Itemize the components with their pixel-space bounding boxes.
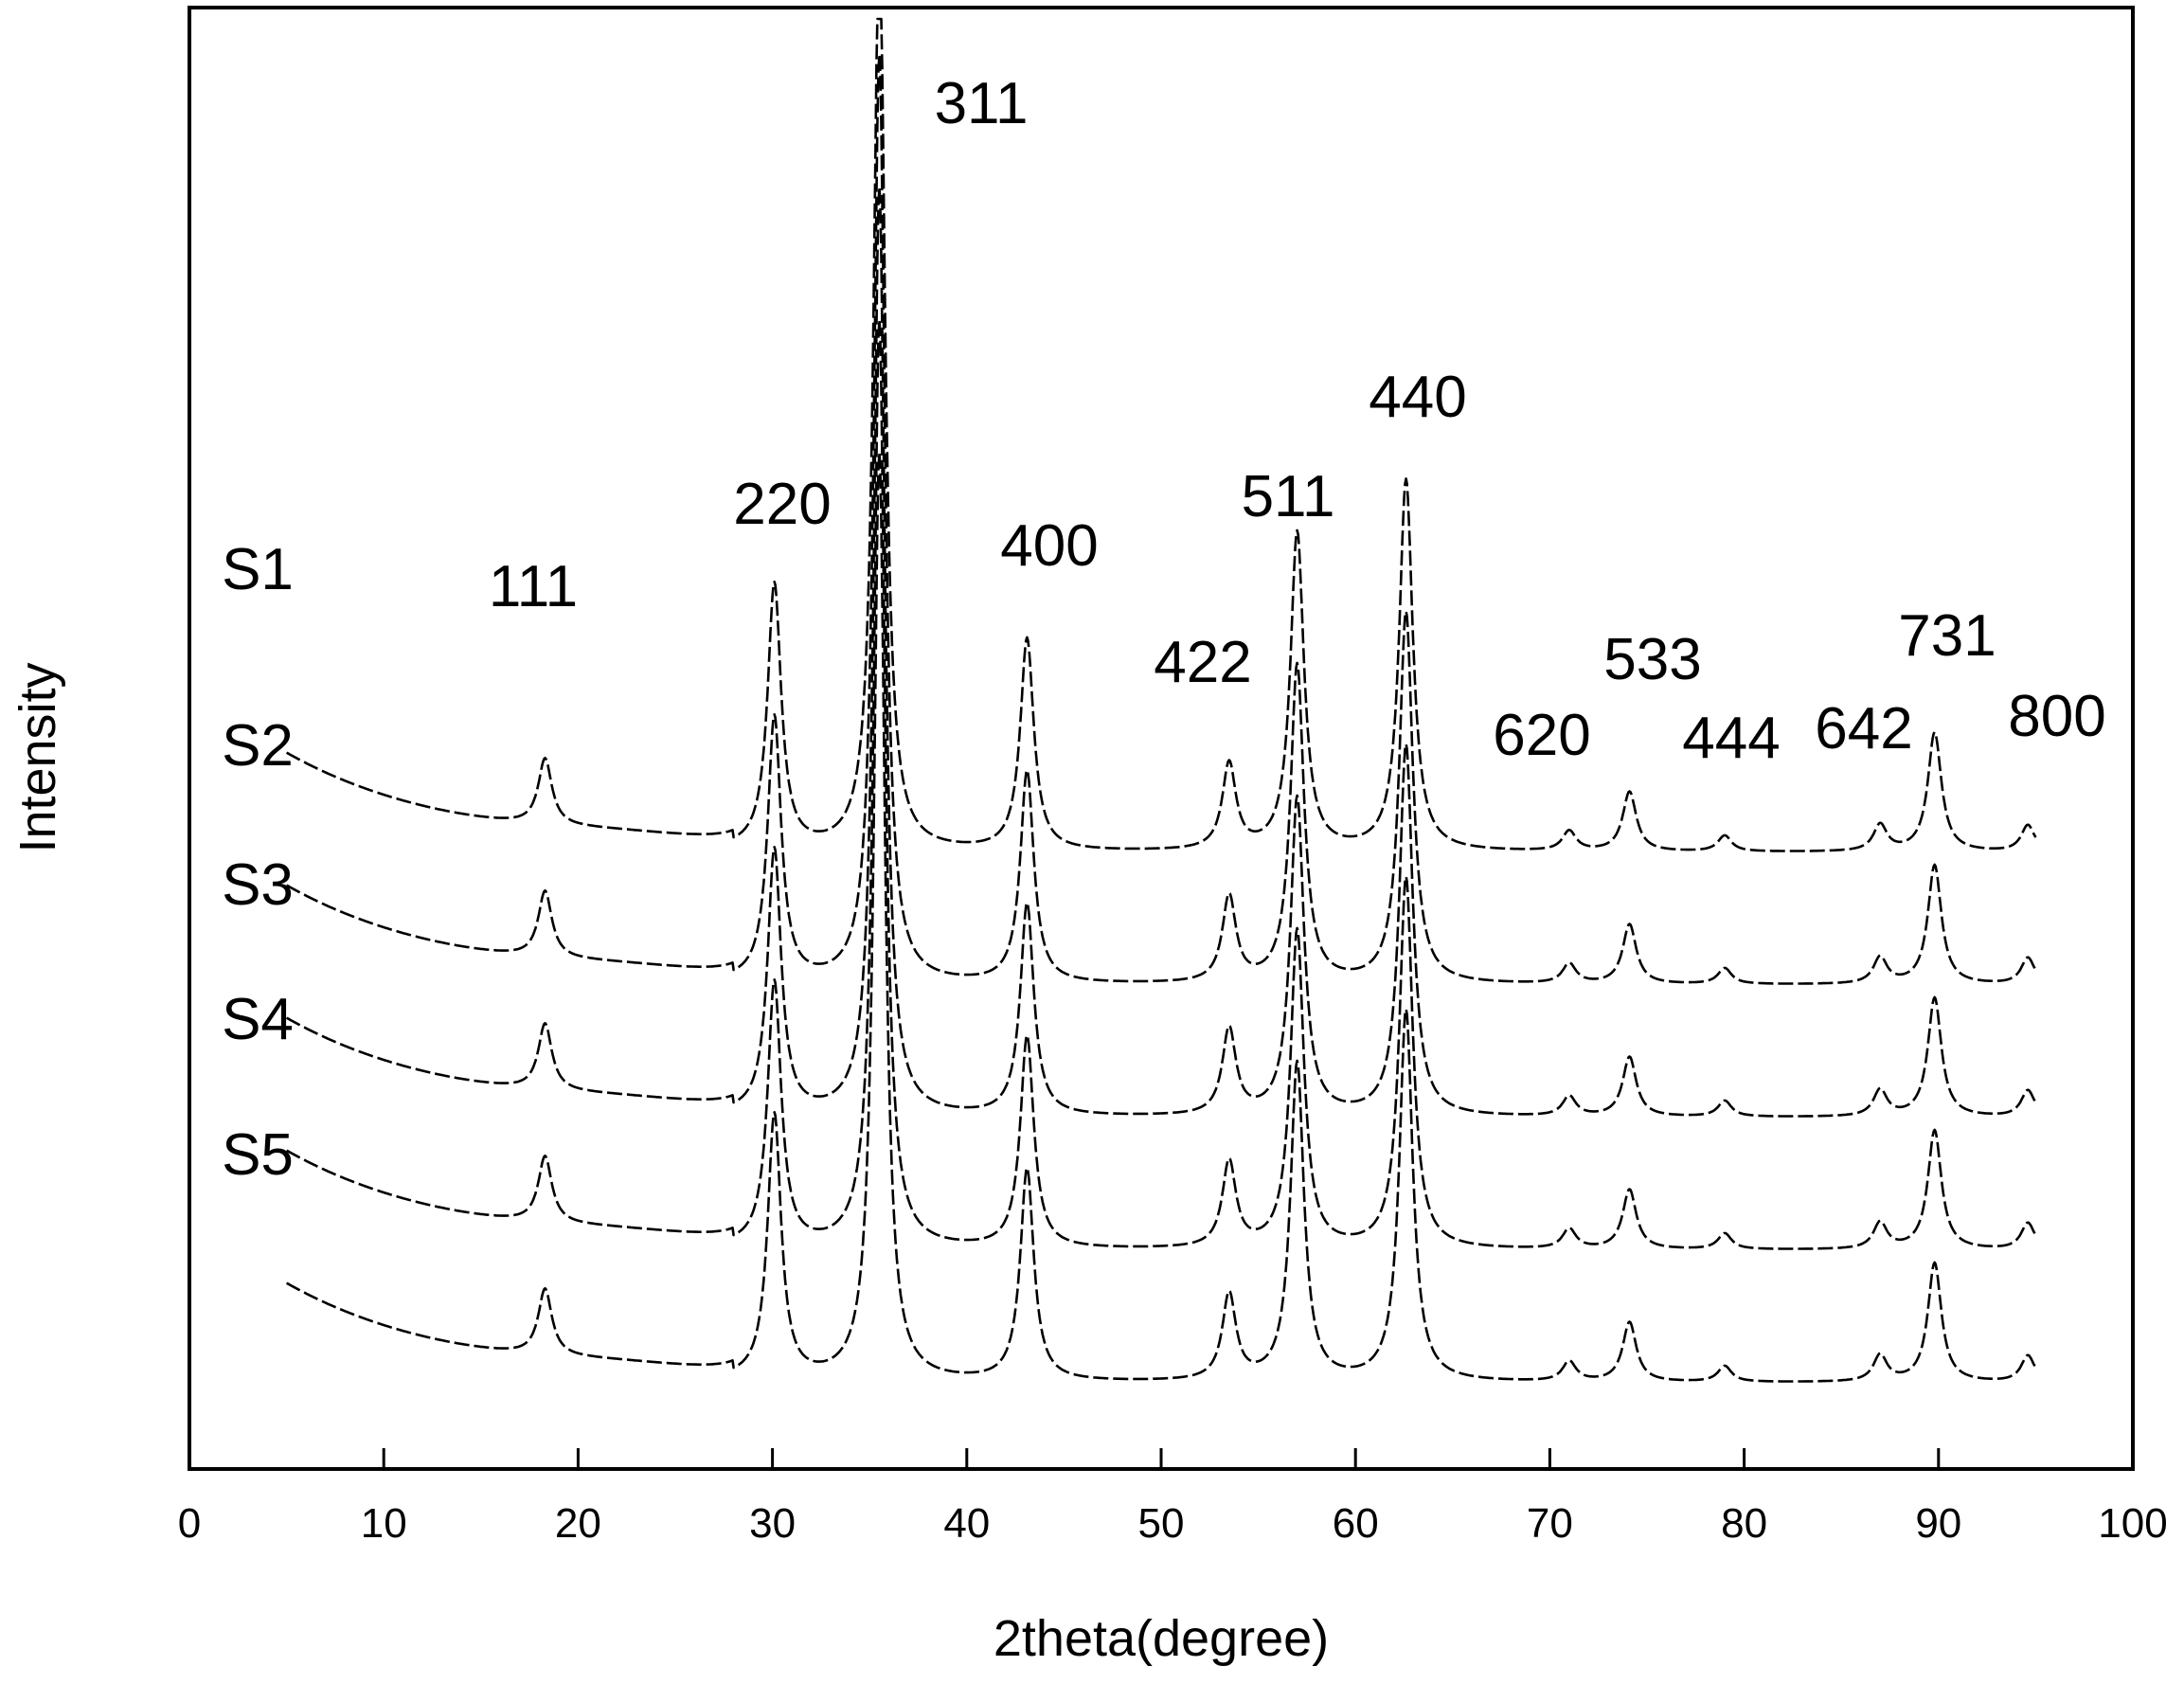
x-axis-title: 2theta(degree): [994, 1610, 1329, 1667]
peak-label-533: 533: [1603, 627, 1701, 692]
peak-label-220: 220: [733, 472, 831, 537]
trace-s3: [285, 186, 2037, 1118]
peak-label-444: 444: [1682, 706, 1780, 771]
peak-label-511: 511: [1242, 464, 1335, 529]
series-label-s2: S2: [222, 713, 294, 779]
peak-label-800: 800: [2008, 684, 2105, 749]
peak-label-400: 400: [1000, 513, 1098, 579]
y-axis-title: Intensity: [9, 662, 66, 852]
peak-label-422: 422: [1154, 630, 1251, 695]
x-tick-label: 100: [2098, 1500, 2167, 1547]
trace-s1: [285, 17, 2037, 852]
series-label-s4: S4: [222, 987, 294, 1052]
peak-label-440: 440: [1369, 365, 1466, 430]
x-tick-label: 60: [1333, 1500, 1379, 1547]
peak-label-731: 731: [1898, 603, 1996, 669]
trace-s4: [285, 318, 2037, 1250]
series-label-s1: S1: [222, 537, 294, 602]
peak-label-620: 620: [1493, 703, 1590, 768]
trace-s2: [285, 53, 2037, 985]
peak-label-111: 111: [489, 554, 578, 619]
traces: [285, 17, 2037, 1383]
x-tick-label: 70: [1527, 1500, 1573, 1547]
peak-label-311: 311: [935, 71, 1029, 136]
x-tick-label: 0: [178, 1500, 201, 1547]
x-tick-label: 80: [1721, 1500, 1767, 1547]
series-labels: S1 S2 S3 S4 S5: [222, 537, 294, 1188]
x-tick-label: 50: [1138, 1500, 1185, 1547]
peak-label-642: 642: [1815, 696, 1912, 761]
x-tick-label: 20: [555, 1500, 601, 1547]
trace-s5: [285, 451, 2037, 1383]
series-label-s5: S5: [222, 1122, 294, 1188]
x-axis-ticks: 0 10 20 30 40 50 60 70 80 90 100: [178, 1448, 2168, 1547]
x-tick-label: 30: [749, 1500, 796, 1547]
x-tick-label: 40: [943, 1500, 990, 1547]
x-tick-label: 90: [1915, 1500, 1961, 1547]
series-label-s3: S3: [222, 852, 294, 918]
x-tick-label: 10: [361, 1500, 407, 1547]
